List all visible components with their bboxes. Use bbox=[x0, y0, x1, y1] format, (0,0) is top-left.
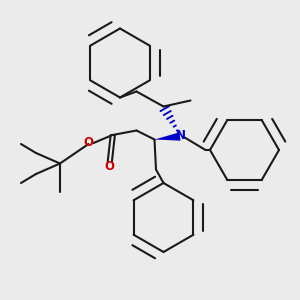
Text: O: O bbox=[83, 136, 94, 149]
Polygon shape bbox=[154, 132, 181, 141]
Text: N: N bbox=[176, 129, 186, 142]
Text: O: O bbox=[104, 160, 115, 173]
